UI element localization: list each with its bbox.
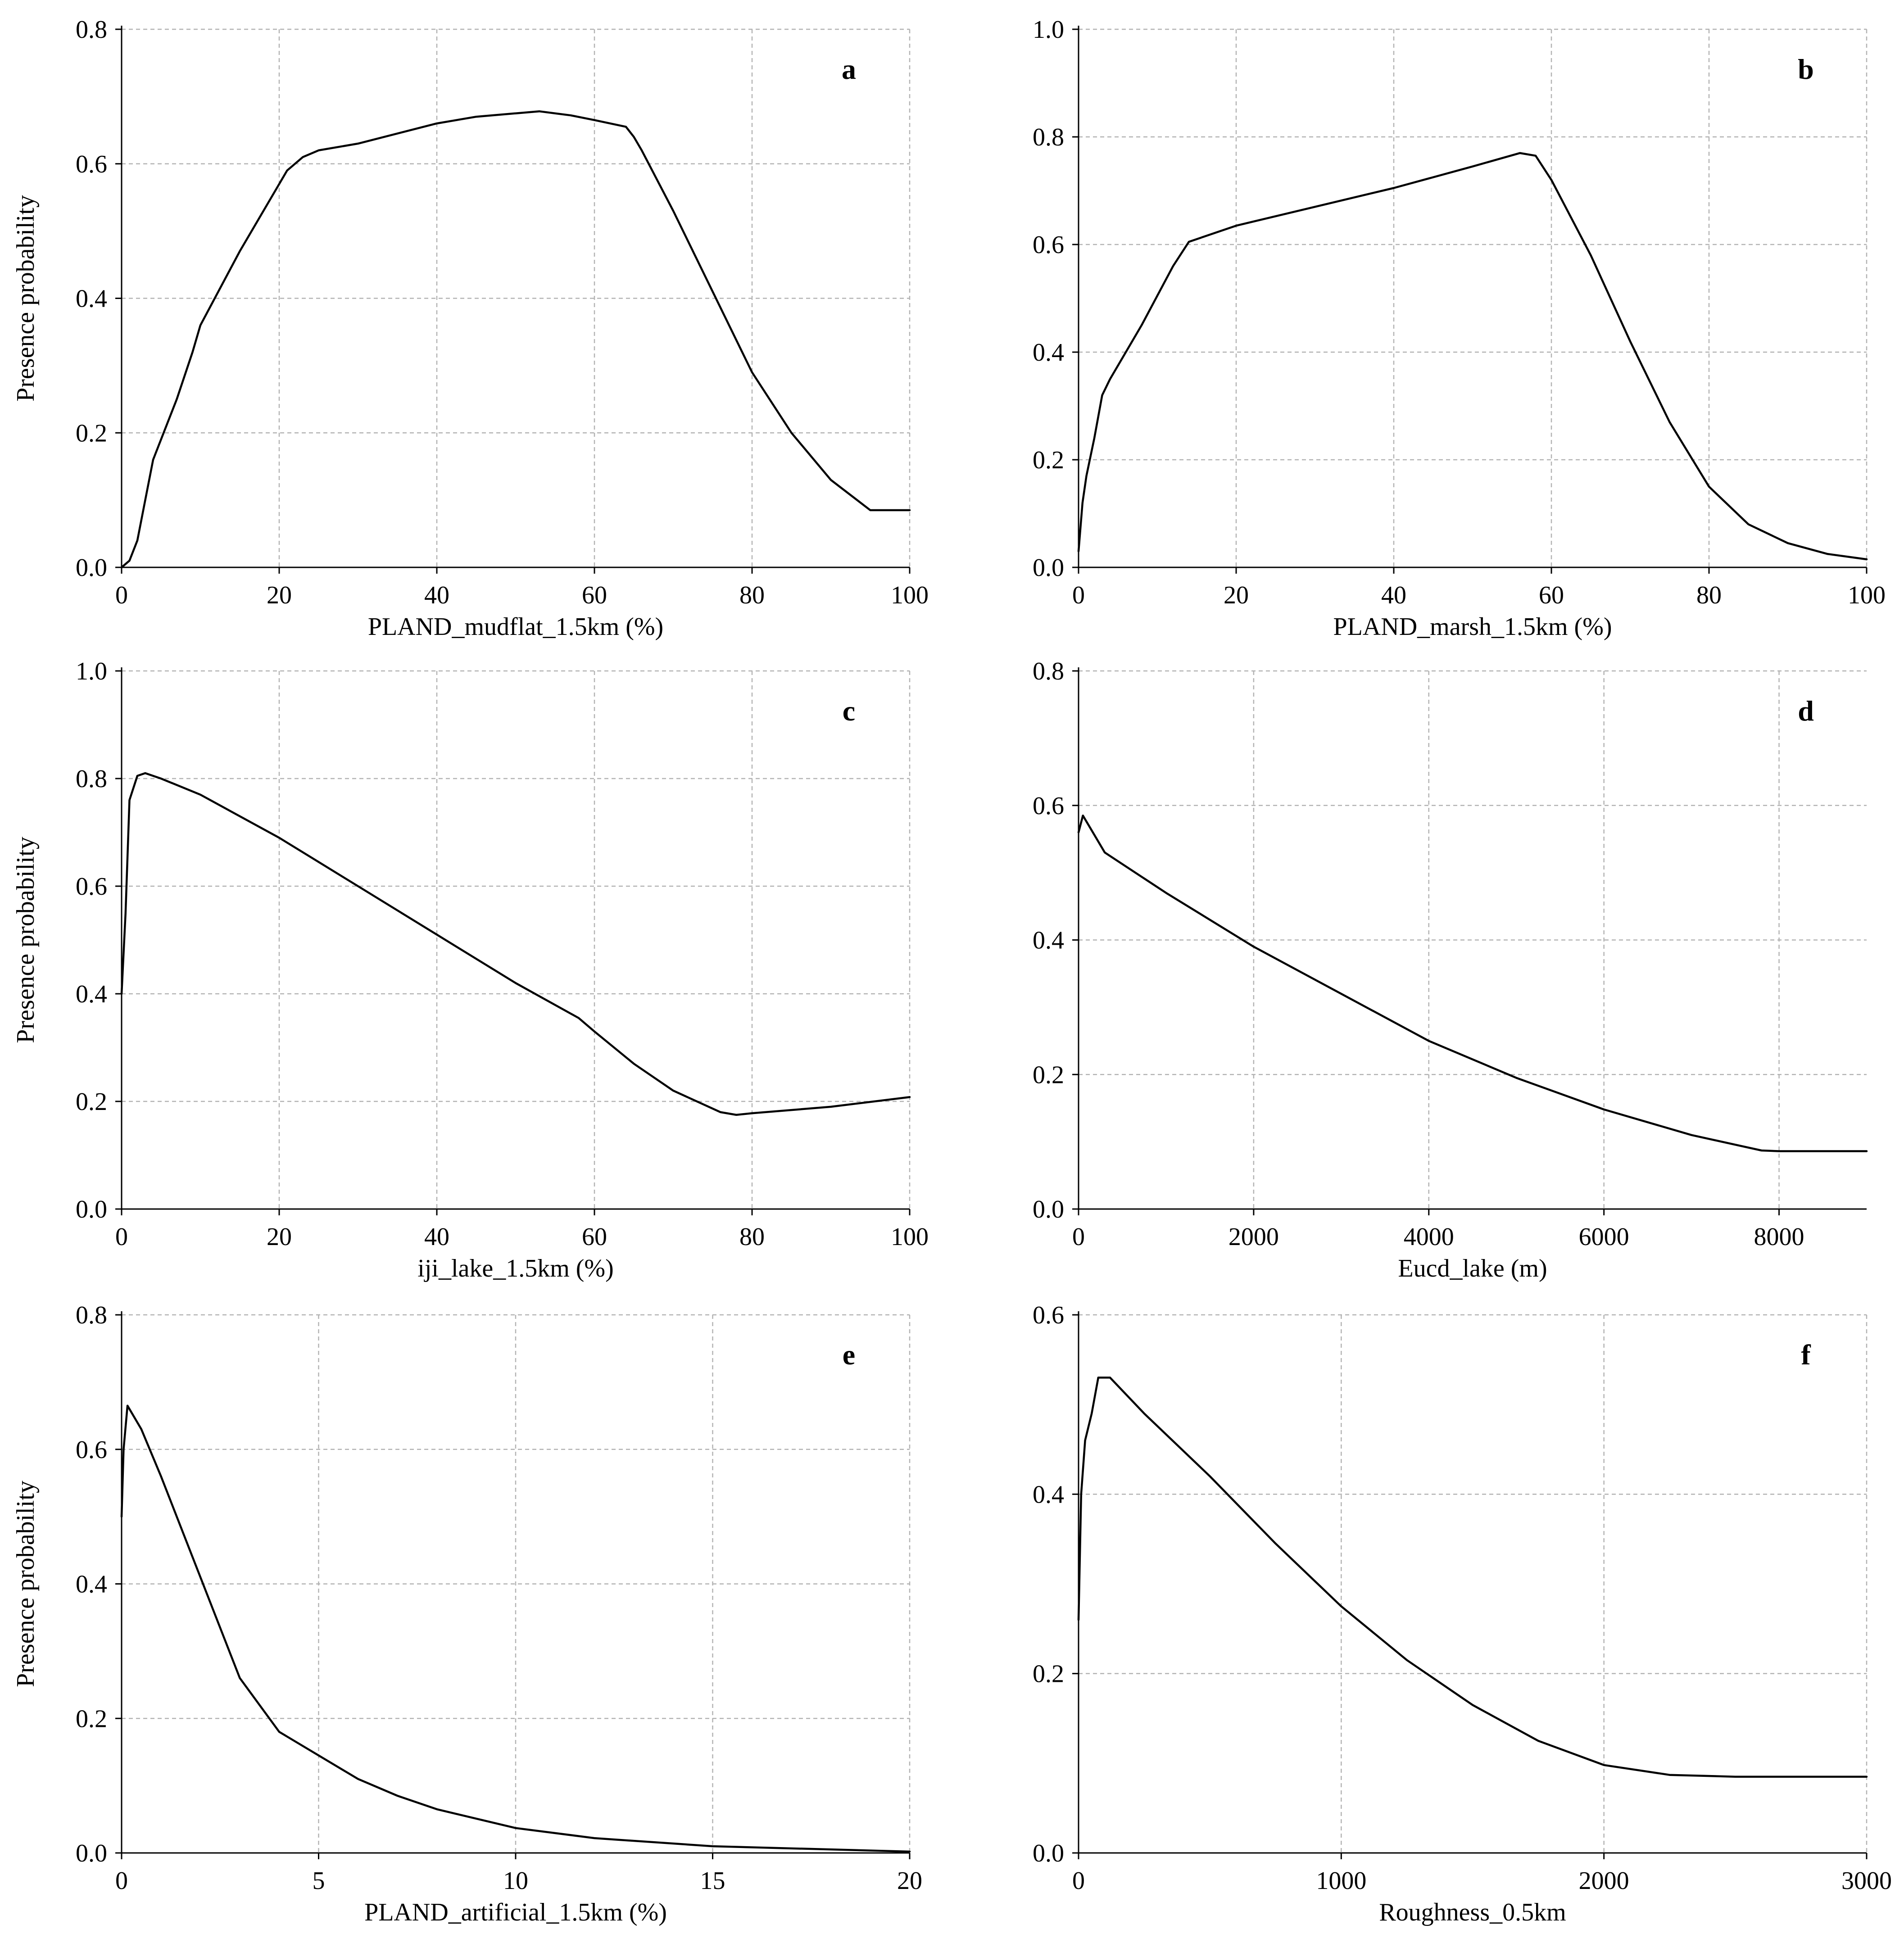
chart-panel-a: 0 20 40 60 80 100 0.0 0.2 0.4 0.6 0.8 PLAND_mudflat…	[12, 16, 929, 641]
x-tick-label: 8000	[1754, 1223, 1804, 1251]
panel-letter: f	[1801, 1339, 1811, 1371]
response-curve	[1077, 152, 1868, 561]
y-tick-label: 0.0	[76, 1839, 107, 1867]
y-tick-label: 0.8	[76, 16, 107, 44]
y-tick-label: 0.0	[1033, 1196, 1064, 1223]
x-tick-label: 1000	[1316, 1867, 1366, 1895]
y-tick-label: 0.0	[76, 554, 107, 582]
y-axis-title: Presence probability	[12, 837, 40, 1043]
y-tick-label: 0.2	[76, 419, 107, 447]
x-tick-label: 3000	[1841, 1867, 1892, 1895]
y-tick-label: 0.6	[1033, 231, 1064, 259]
x-tick-label: 60	[582, 1223, 607, 1251]
chart-panel-d: 0 2000 4000 6000 8000 0.0 0.2 0.4 0.6 0.8 Eucd_lak…	[1033, 657, 1868, 1282]
x-axis-title: iji_lake_1.5km (%)	[417, 1255, 613, 1282]
response-curve	[1077, 1377, 1868, 1778]
y-axis-title: Presence probability	[12, 1481, 40, 1687]
response-curve	[120, 772, 911, 1116]
x-tick-label: 0	[1072, 1223, 1085, 1251]
panel-letter: d	[1798, 695, 1814, 727]
y-tick-label: 0.4	[1033, 1481, 1064, 1508]
y-tick-label: 0.2	[76, 1088, 107, 1116]
x-tick-label: 40	[424, 581, 449, 609]
x-tick-label: 40	[1381, 581, 1406, 609]
x-tick-label: 40	[424, 1223, 449, 1251]
x-tick-label: 0	[115, 1223, 128, 1251]
y-tick-label: 0.8	[1033, 123, 1064, 151]
y-tick-label: 0.2	[76, 1705, 107, 1733]
x-tick-label: 0	[115, 1867, 128, 1895]
x-tick-label: 0	[1072, 1867, 1085, 1895]
x-axis-title: PLAND_artificial_1.5km (%)	[364, 1898, 667, 1926]
y-tick-label: 1.0	[1033, 16, 1064, 44]
x-tick-label: 5	[313, 1867, 325, 1895]
y-tick-label: 0.6	[76, 150, 107, 178]
chart-panel-c: 0 20 40 60 80 100 0.0 0.2 0.4 0.6 0.8 1.0 iji_lake_1…	[12, 657, 929, 1282]
x-tick-label: 80	[739, 581, 765, 609]
y-tick-label: 0.0	[1033, 554, 1064, 582]
response-curve	[120, 110, 911, 569]
y-tick-label: 0.2	[1033, 1061, 1064, 1089]
x-tick-label: 100	[891, 1223, 929, 1251]
x-tick-label: 15	[700, 1867, 725, 1895]
y-tick-label: 1.0	[76, 657, 107, 685]
y-tick-label: 0.4	[76, 1571, 107, 1599]
x-tick-label: 100	[1848, 581, 1886, 609]
x-axis-title: Roughness_0.5km	[1379, 1898, 1566, 1926]
x-axis-title: Eucd_lake (m)	[1398, 1255, 1547, 1282]
x-tick-label: 6000	[1579, 1223, 1629, 1251]
y-tick-label: 0.4	[1033, 927, 1064, 955]
y-tick-label: 0.4	[76, 285, 107, 313]
x-tick-label: 60	[1539, 581, 1564, 609]
x-tick-label: 10	[503, 1867, 528, 1895]
y-tick-label: 0.2	[1033, 1660, 1064, 1688]
x-axis-title: PLAND_mudflat_1.5km (%)	[368, 613, 663, 641]
response-curve	[120, 1404, 911, 1853]
chart-panel-f: 0 1000 2000 3000 0.0 0.2 0.4 0.6 Roughness_0.5km…	[1033, 1301, 1892, 1926]
x-tick-label: 60	[582, 581, 607, 609]
y-tick-label: 0.4	[1033, 339, 1064, 367]
y-tick-label: 0.6	[76, 873, 107, 901]
chart-panel-e: 0 5 10 15 20 0.0 0.2 0.4 0.6 0.8 PLAND_artificial_…	[12, 1301, 922, 1926]
x-tick-label: 100	[891, 581, 929, 609]
y-axis-title: Presence probability	[12, 195, 40, 402]
y-tick-label: 0.2	[1033, 446, 1064, 474]
x-tick-label: 20	[897, 1867, 922, 1895]
y-tick-label: 0.6	[76, 1436, 107, 1464]
y-tick-label: 0.4	[76, 980, 107, 1008]
chart-panel-b: 0 20 40 60 80 100 0.0 0.2 0.4 0.6 0.8 1.0 PLAND_mars…	[1033, 16, 1886, 641]
response-curve	[1077, 814, 1868, 1152]
y-tick-label: 0.6	[1033, 792, 1064, 820]
x-tick-label: 20	[267, 1223, 292, 1251]
y-tick-label: 0.8	[76, 765, 107, 793]
x-tick-label: 20	[267, 581, 292, 609]
y-tick-label: 0.0	[1033, 1839, 1064, 1867]
panel-letter: b	[1798, 53, 1814, 85]
x-tick-label: 4000	[1404, 1223, 1454, 1251]
x-tick-label: 20	[1224, 581, 1249, 609]
x-tick-label: 0	[1072, 581, 1085, 609]
panel-letter: c	[843, 695, 855, 727]
y-tick-label: 0.8	[1033, 657, 1064, 685]
panel-letter: e	[843, 1339, 855, 1371]
x-tick-label: 0	[115, 581, 128, 609]
panel-letter: a	[842, 53, 856, 85]
x-tick-label: 2000	[1579, 1867, 1629, 1895]
x-tick-label: 80	[1696, 581, 1722, 609]
x-tick-label: 80	[739, 1223, 765, 1251]
x-tick-label: 2000	[1229, 1223, 1279, 1251]
y-tick-label: 0.0	[76, 1196, 107, 1223]
y-tick-label: 0.8	[76, 1301, 107, 1329]
x-axis-title: PLAND_marsh_1.5km (%)	[1333, 613, 1612, 641]
y-tick-label: 0.6	[1033, 1301, 1064, 1329]
